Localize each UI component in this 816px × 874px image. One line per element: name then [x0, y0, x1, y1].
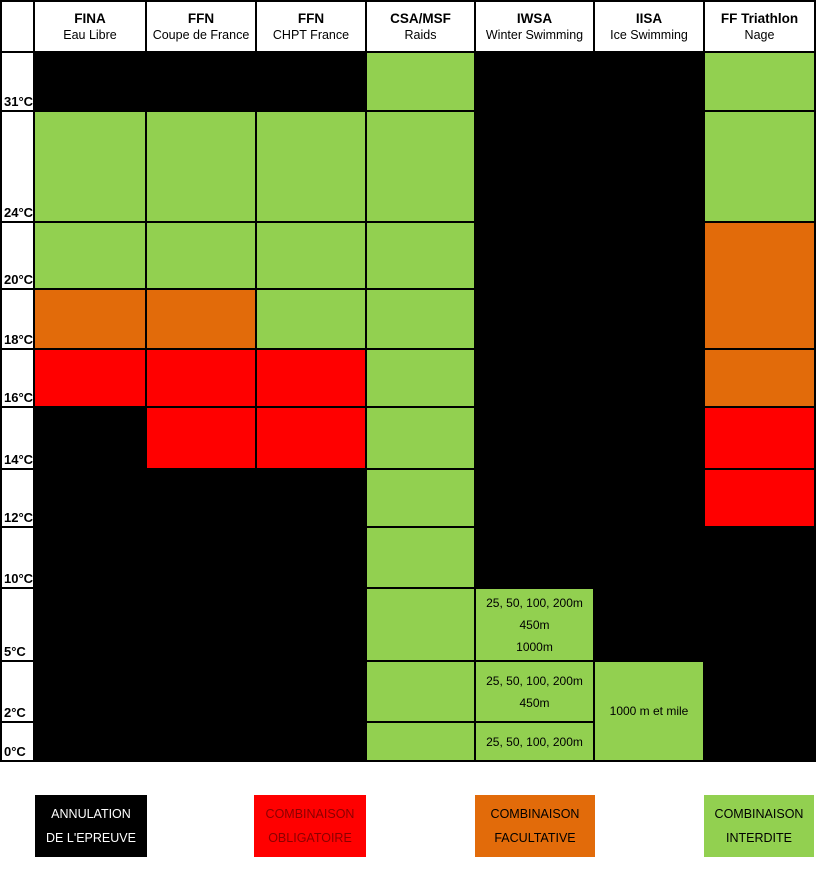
legend-box: COMBINAISON FACULTATIVE: [475, 795, 595, 857]
temp-row-label: 24°C: [2, 112, 33, 221]
org-subtitle: Raids: [404, 28, 437, 42]
cell-distance-line: 25, 50, 100, 200m: [486, 673, 583, 688]
temp-row-label: 0°C: [2, 723, 33, 760]
temp-row-label: 10°C: [2, 528, 33, 587]
temp-row-label: 16°C: [2, 350, 33, 406]
grid-cell: [705, 408, 814, 468]
grid-cell: [35, 350, 145, 406]
table-corner-cell: [2, 2, 33, 51]
grid-cell: [257, 53, 365, 110]
grid-cell: [257, 350, 365, 406]
legend-label: COMBINAISON: [265, 807, 355, 821]
cell-distance-line: 25, 50, 100, 200m: [486, 734, 583, 749]
org-name: CSA/MSF: [390, 11, 451, 26]
grid-cell: [705, 53, 814, 110]
grid-cell: [147, 53, 255, 110]
header-cell: CSA/MSF Raids: [367, 2, 474, 51]
temp-row-label: 31°C: [2, 53, 33, 110]
grid-cell: [35, 290, 145, 348]
temp-row-label: 5°C: [2, 589, 33, 660]
grid-cell: [35, 53, 145, 110]
grid-cell: 25, 50, 100, 200m: [476, 723, 593, 760]
grid-cell: [257, 223, 365, 288]
grid-cell: [367, 53, 474, 110]
grid-cell: [147, 223, 255, 288]
grid-cell: [595, 53, 703, 660]
legend-label: INTERDITE: [726, 831, 792, 845]
org-subtitle: Winter Swimming: [485, 28, 584, 42]
cell-distance-line: 25, 50, 100, 200m: [486, 595, 583, 610]
grid-cell: [367, 223, 474, 288]
grid-cell: [367, 589, 474, 660]
grid-cell: [367, 408, 474, 468]
grid-cell: [705, 350, 814, 406]
header-cell: FFN CHPT France: [257, 2, 365, 51]
grid-cell: [257, 112, 365, 221]
grid-cell: [147, 350, 255, 406]
grid-cell: [147, 470, 255, 760]
org-name: FF Triathlon: [720, 11, 799, 26]
org-subtitle: CHPT France: [272, 28, 350, 42]
header-cell: FF Triathlon Nage: [705, 2, 814, 51]
legend-label: COMBINAISON: [490, 807, 580, 821]
grid-cell: [705, 112, 814, 221]
header-cell: IISA Ice Swimming: [595, 2, 703, 51]
grid-cell: [35, 408, 145, 760]
legend-label: FACULTATIVE: [494, 831, 576, 845]
header-cell: FINA Eau Libre: [35, 2, 145, 51]
legend-label: COMBINAISON: [714, 807, 804, 821]
org-subtitle: Nage: [744, 28, 775, 42]
legend-label: ANNULATION: [51, 807, 131, 821]
org-name: FFN: [187, 11, 215, 26]
grid-cell: [367, 662, 474, 721]
legend-label: DE L'EPREUVE: [46, 831, 136, 845]
grid-cell: 25, 50, 100, 200m 450m 1000m: [476, 589, 593, 660]
grid-cell: [367, 290, 474, 348]
grid-cell: [705, 528, 814, 760]
grid-cell: [705, 223, 814, 348]
cell-distance-line: 450m: [519, 617, 550, 632]
grid-cell: [367, 470, 474, 526]
legend-box: COMBINAISON INTERDITE: [704, 795, 814, 857]
org-name: IWSA: [516, 11, 553, 26]
legend: ANNULATION DE L'EPREUVE COMBINAISON OBLIGAT…: [0, 762, 816, 874]
org-name: FFN: [297, 11, 325, 26]
cell-distance-line: 450m: [519, 695, 550, 710]
grid-cell: [705, 470, 814, 526]
temp-row-label: 12°C: [2, 470, 33, 526]
header-cell: FFN Coupe de France: [147, 2, 255, 51]
cell-distance-line: 1000 m et mile: [609, 704, 689, 718]
org-subtitle: Eau Libre: [63, 28, 117, 42]
grid-cell: [35, 112, 145, 221]
grid-cell: 25, 50, 100, 200m 450m: [476, 662, 593, 721]
grid-cell: [147, 408, 255, 468]
grid-cell: [257, 408, 365, 468]
grid-cell: [35, 223, 145, 288]
temp-row-label: 20°C: [2, 223, 33, 288]
grid-cell: [476, 53, 593, 587]
legend-box: COMBINAISON OBLIGATOIRE: [254, 795, 366, 857]
grid-cell: [367, 112, 474, 221]
grid-cell: [257, 470, 365, 760]
org-name: FINA: [74, 11, 106, 26]
header-cell: IWSA Winter Swimming: [476, 2, 593, 51]
legend-box: ANNULATION DE L'EPREUVE: [35, 795, 147, 857]
org-subtitle: Coupe de France: [152, 28, 250, 42]
legend-label: OBLIGATOIRE: [268, 831, 352, 845]
grid-cell: [367, 528, 474, 587]
temp-row-label: 18°C: [2, 290, 33, 348]
temperature-rules-table: FINA Eau Libre FFN Coupe de France FFN CHPT F…: [0, 0, 816, 762]
grid-cell: [367, 350, 474, 406]
temp-row-label: 14°C: [2, 408, 33, 468]
grid-cell: 1000 m et mile: [595, 662, 703, 760]
temp-row-label: 2°C: [2, 662, 33, 721]
grid-cell: [257, 290, 365, 348]
grid-cell: [367, 723, 474, 760]
cell-distance-line: 1000m: [516, 639, 553, 654]
org-subtitle: Ice Swimming: [610, 28, 688, 42]
org-name: IISA: [635, 11, 663, 26]
grid-cell: [147, 290, 255, 348]
grid-cell: [147, 112, 255, 221]
